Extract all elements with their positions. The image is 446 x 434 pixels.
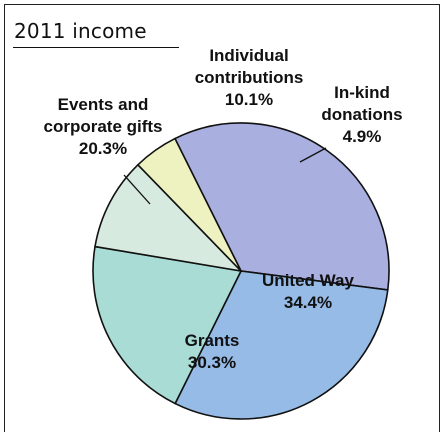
slice-value-label: 34.4%	[284, 293, 332, 312]
slice-name-label: United Way	[262, 271, 354, 290]
slice-name-label: Events and	[58, 95, 149, 114]
pie-slice-united-way	[173, 122, 390, 291]
slice-name-label: In-kind	[334, 83, 390, 102]
slice-name-label: Grants	[185, 331, 240, 350]
leader-line	[123, 174, 151, 205]
title-underline	[13, 47, 179, 48]
pie-slice-events-and-corporate-gifts	[92, 245, 243, 405]
slice-name-label: contributions	[195, 68, 304, 87]
slice-name-label: Individual	[209, 46, 288, 65]
pie-slice-grants	[174, 270, 389, 420]
pie-slice-individual-contributions	[94, 163, 244, 273]
leader-line	[299, 147, 327, 163]
slice-value-label: 20.3%	[79, 139, 127, 158]
slice-name-label: donations	[321, 105, 402, 124]
slice-name-label: corporate gifts	[43, 117, 162, 136]
slice-value-label: 10.1%	[225, 90, 273, 109]
chart-title: 2011 income	[14, 19, 147, 43]
slice-value-label: 4.9%	[343, 127, 382, 146]
pie-slice-in-kind-donations	[136, 137, 242, 272]
slice-value-label: 30.3%	[188, 353, 236, 372]
